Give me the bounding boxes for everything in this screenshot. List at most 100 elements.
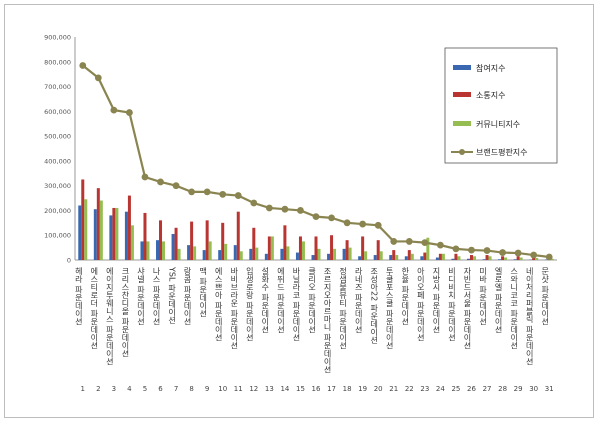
- bar-2-8: [190, 221, 194, 260]
- point-brand-reputation-4: [126, 109, 133, 116]
- rank-number-29: 29: [514, 385, 523, 393]
- bar-3-25: [457, 256, 461, 260]
- bar-3-23: [426, 237, 430, 260]
- legend-label-1: 참여지수: [476, 63, 505, 73]
- bar-2-2: [96, 188, 100, 260]
- y-tick-label: 900,000: [44, 34, 71, 42]
- point-brand-reputation-31: [545, 253, 553, 261]
- bar-1-7: [171, 233, 175, 260]
- category-label-15: 바닐라코 파운데이션: [292, 266, 301, 342]
- bar-3-27: [488, 256, 492, 260]
- rank-number-28: 28: [498, 385, 507, 393]
- point-brand-reputation-2: [94, 74, 102, 82]
- bar-3-28: [504, 257, 508, 260]
- y-tick-label: 100,000: [44, 232, 71, 240]
- rank-number-4: 4: [127, 385, 132, 393]
- y-tick-label: 400,000: [44, 157, 71, 165]
- category-label-11: 바비브라운 파운데이션: [229, 266, 238, 350]
- legend-label-4: 브랜드평판지수: [476, 147, 528, 157]
- category-label-29: 스와니코코 파운데이션: [509, 267, 518, 350]
- bar-1-29: [513, 259, 517, 260]
- bar-1-27: [482, 259, 486, 260]
- point-brand-reputation-7: [172, 182, 180, 190]
- bar-1-20: [373, 255, 377, 260]
- bar-1-25: [451, 258, 455, 260]
- rank-number-10: 10: [218, 385, 227, 393]
- category-label-4: 크리스찬디올 파운데이션: [121, 267, 130, 358]
- bar-2-10: [221, 222, 225, 260]
- point-brand-reputation-11: [234, 192, 242, 199]
- rank-number-26: 26: [467, 385, 476, 393]
- rank-number-30: 30: [529, 385, 538, 393]
- category-label-31: 문샷 파운데이션: [540, 267, 549, 326]
- point-brand-reputation-22: [405, 238, 413, 245]
- bar-2-26: [469, 255, 473, 260]
- bar-3-7: [177, 248, 181, 260]
- y-tick-label: 0: [67, 257, 71, 265]
- category-label-3: 에이지투웨니스 파운데이션: [105, 267, 114, 366]
- bar-1-21: [389, 255, 393, 260]
- category-label-7: YSL 파운데이션: [167, 266, 176, 324]
- category-label-10: 에스쁘아 파운데이션: [214, 267, 223, 342]
- bar-3-13: [270, 236, 274, 260]
- rank-number-31: 31: [545, 385, 554, 393]
- bar-2-11: [236, 211, 240, 260]
- point-brand-reputation-14: [281, 205, 289, 213]
- bar-1-24: [435, 257, 439, 260]
- bar-2-1: [81, 179, 85, 260]
- y-tick-label: 700,000: [44, 83, 71, 91]
- bar-1-18: [342, 248, 346, 260]
- bar-3-4: [130, 225, 134, 260]
- category-label-27: 미바 파운데이션: [478, 267, 487, 326]
- category-label-18: 정샘물뷰티 파운데이션: [338, 266, 347, 350]
- bar-3-11: [239, 251, 243, 260]
- bar-2-20: [376, 240, 380, 260]
- category-label-22: 한율 파운데이션: [400, 267, 409, 326]
- category-label-1: 헤라 파운데이션: [74, 267, 83, 326]
- bar-1-15: [295, 252, 299, 260]
- bar-2-6: [159, 220, 163, 260]
- point-brand-reputation-25: [452, 245, 460, 253]
- category-label-9: 맥 파운데이션: [198, 266, 207, 318]
- bar-1-23: [420, 256, 424, 260]
- bar-3-19: [364, 251, 368, 260]
- point-brand-reputation-17: [328, 214, 335, 222]
- point-brand-reputation-10: [219, 190, 227, 198]
- bar-3-16: [317, 248, 321, 260]
- bar-1-8: [187, 245, 191, 260]
- rank-number-23: 23: [420, 385, 429, 393]
- rank-number-14: 14: [280, 385, 289, 393]
- point-brand-reputation-8: [188, 188, 196, 196]
- bar-1-9: [202, 250, 206, 260]
- y-tick-label: 500,000: [44, 133, 71, 141]
- point-brand-reputation-21: [390, 238, 398, 245]
- bar-3-8: [193, 246, 197, 260]
- bar-1-5: [140, 241, 144, 260]
- bar-2-25: [454, 253, 458, 260]
- point-brand-reputation-28: [499, 249, 506, 256]
- bar-2-13: [267, 236, 271, 260]
- point-brand-reputation-12: [250, 199, 258, 207]
- bar-3-22: [410, 253, 414, 260]
- bar-2-5: [143, 212, 147, 260]
- category-label-20: 조성아22 파운데이션: [369, 267, 378, 344]
- bar-2-28: [501, 256, 505, 260]
- bar-2-9: [205, 220, 209, 260]
- point-brand-reputation-6: [157, 178, 164, 186]
- y-tick-label: 600,000: [44, 108, 71, 116]
- rank-number-12: 12: [249, 385, 258, 393]
- category-label-2: 에스티로더 파운데이션: [90, 267, 99, 350]
- bar-1-1: [78, 205, 82, 260]
- bar-2-15: [298, 236, 302, 260]
- bar-1-12: [249, 248, 253, 260]
- rank-number-2: 2: [96, 385, 100, 393]
- bar-2-23: [423, 252, 427, 260]
- bar-2-17: [330, 235, 334, 260]
- point-brand-reputation-23: [421, 239, 429, 247]
- rank-number-13: 13: [265, 385, 274, 393]
- bar-2-30: [532, 257, 536, 260]
- bar-1-26: [466, 258, 470, 260]
- category-label-5: 샤넬 파운데이션: [136, 266, 145, 326]
- bar-2-27: [485, 255, 489, 260]
- bar-3-6: [162, 241, 166, 260]
